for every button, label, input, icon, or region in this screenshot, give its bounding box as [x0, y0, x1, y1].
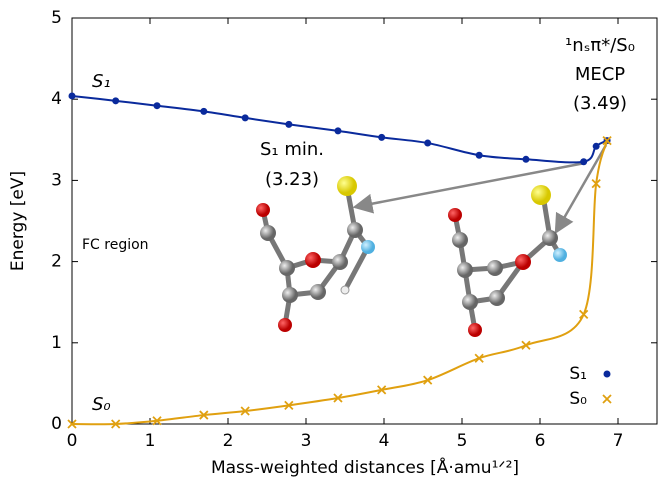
fc-region: FC region — [82, 237, 149, 253]
point — [200, 108, 207, 115]
s1-annotation: S₁ — [92, 71, 111, 92]
point — [580, 158, 587, 165]
legend-label: S₁ — [569, 364, 587, 384]
mecp-state: ¹nₛπ*/S₀ — [565, 35, 635, 56]
point — [522, 156, 529, 163]
x-tick-label: 7 — [613, 431, 624, 451]
s1min-value: (3.23) — [265, 169, 319, 190]
point — [424, 140, 431, 147]
x-tick-label: 0 — [67, 431, 78, 451]
point — [69, 92, 76, 99]
y-tick-label: 5 — [51, 8, 62, 28]
point — [112, 97, 119, 104]
chart: S₁ S₀ ¹nₛπ*/S₀ MECP (3.49) S₁ min. (3.23… — [0, 0, 659, 487]
s1min-label: S₁ min. — [260, 139, 324, 160]
legend-label: S₀ — [569, 389, 587, 409]
point — [285, 121, 292, 128]
y-tick-label: 2 — [51, 252, 62, 272]
mecp-value: (3.49) — [573, 93, 627, 114]
mecp-label: MECP — [575, 64, 625, 85]
x-tick-label: 6 — [535, 431, 546, 451]
x-axis-title: Mass-weighted distances [Å·amu¹ᐟ²] — [211, 456, 519, 478]
legend-marker — [603, 395, 611, 403]
point — [593, 143, 600, 150]
point — [580, 310, 588, 318]
x-tick-label: 5 — [457, 431, 468, 451]
s0-annotation: S₀ — [92, 394, 111, 415]
y-tick-label: 3 — [51, 170, 62, 190]
x-tick-label: 3 — [301, 431, 312, 451]
legend-marker — [604, 371, 611, 378]
x-tick-label: 2 — [223, 431, 234, 451]
point — [378, 134, 385, 141]
y-axis-title: Energy [eV] — [8, 171, 28, 271]
point — [334, 127, 341, 134]
y-tick-label: 4 — [51, 89, 62, 109]
y-tick-label: 0 — [51, 414, 62, 434]
x-tick-label: 4 — [379, 431, 390, 451]
point — [154, 102, 161, 109]
point — [242, 114, 249, 121]
y-tick-label: 1 — [51, 333, 62, 353]
x-tick-label: 1 — [145, 431, 156, 451]
point — [476, 152, 483, 159]
